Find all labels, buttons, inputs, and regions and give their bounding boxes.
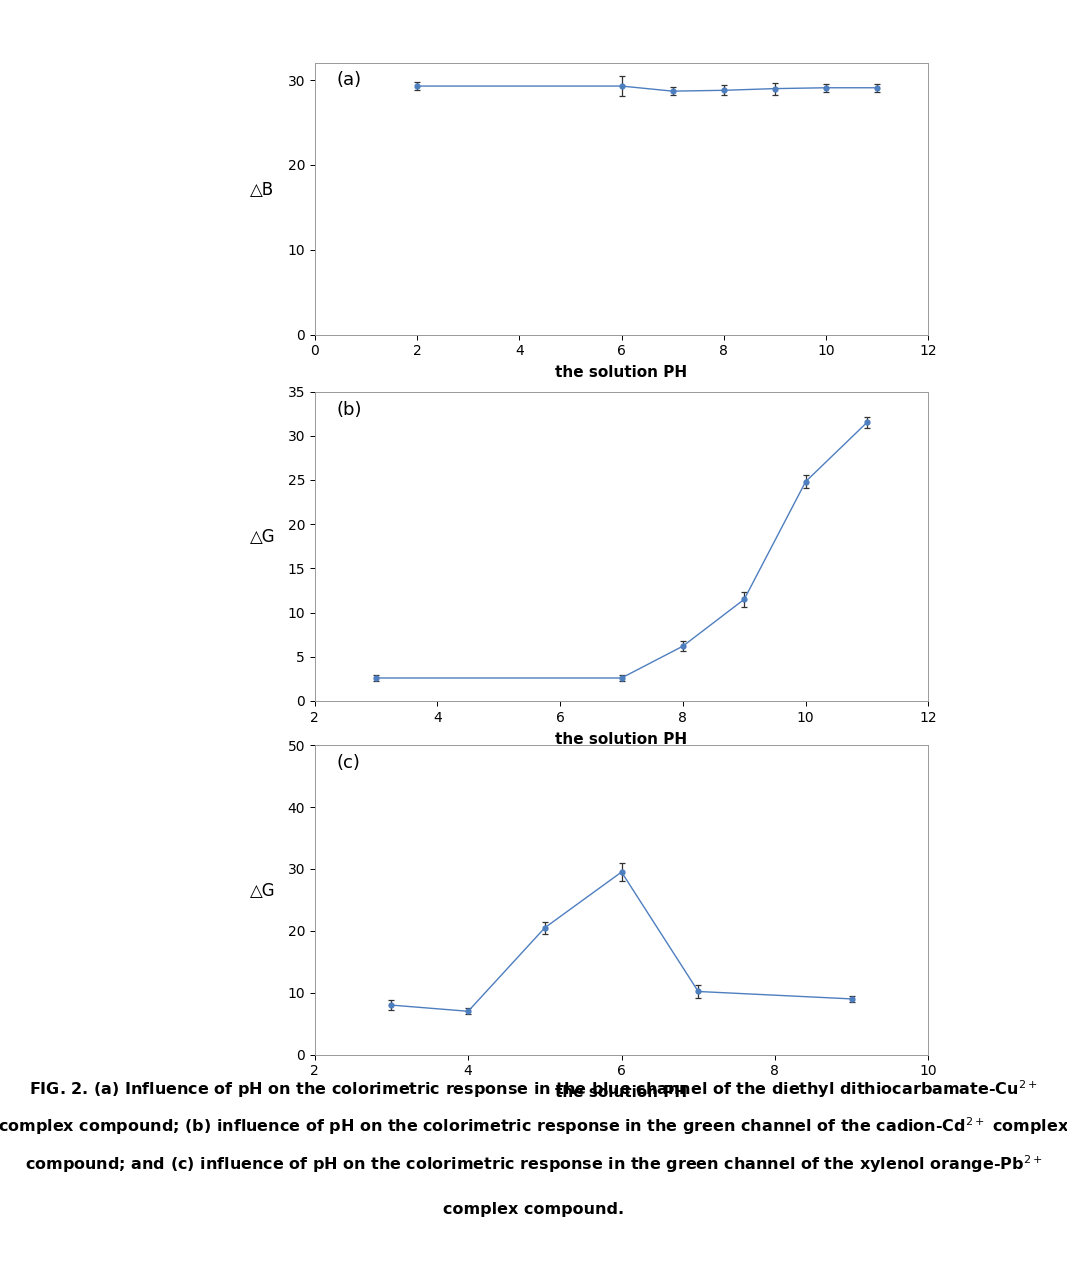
Y-axis label: △G: △G [250,882,275,899]
Text: (a): (a) [336,71,362,90]
Y-axis label: △B: △B [251,181,274,200]
X-axis label: the solution PH: the solution PH [556,365,687,380]
Text: complex compound; (b) influence of pH on the colorimetric response in the green : complex compound; (b) influence of pH on… [0,1115,1067,1138]
Text: complex compound.: complex compound. [443,1202,624,1218]
X-axis label: the solution PH: the solution PH [556,1085,687,1100]
Text: FIG. 2. (a) Influence of pH on the colorimetric response in the blue channel of : FIG. 2. (a) Influence of pH on the color… [29,1077,1038,1100]
Text: (c): (c) [336,754,361,773]
Text: compound; and (c) influence of pH on the colorimetric response in the green chan: compound; and (c) influence of pH on the… [25,1153,1042,1176]
Y-axis label: △G: △G [250,528,275,547]
X-axis label: the solution PH: the solution PH [556,731,687,746]
Text: (b): (b) [336,400,362,419]
